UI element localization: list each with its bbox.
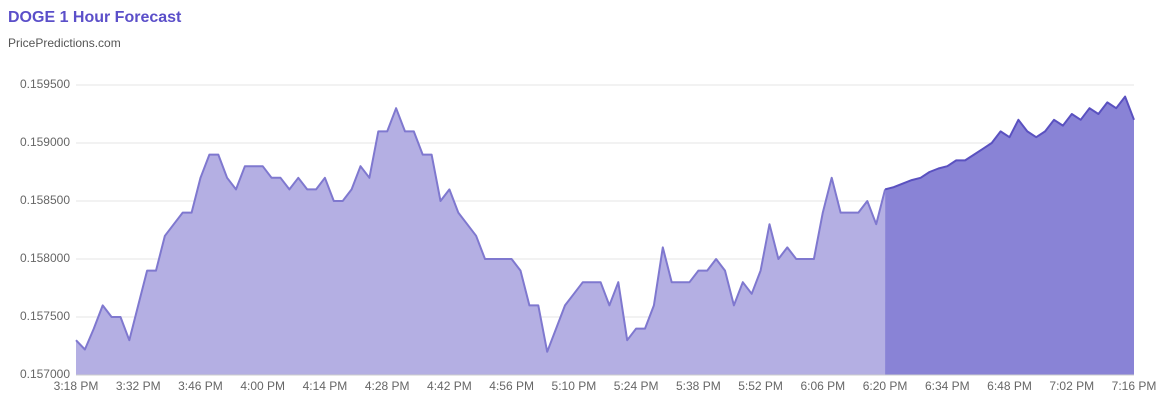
x-tick-label: 4:42 PM: [427, 379, 472, 393]
y-tick-label: 0.158500: [20, 193, 70, 207]
area-line: [75, 107, 887, 353]
x-tick-label: 3:32 PM: [116, 379, 161, 393]
x-tick-label: 4:00 PM: [240, 379, 285, 393]
x-tick-label: 3:18 PM: [54, 379, 99, 393]
x-tick-label: 6:48 PM: [987, 379, 1032, 393]
area-line: [884, 95, 1135, 191]
x-tick-label: 5:38 PM: [676, 379, 721, 393]
x-tick-label: 7:02 PM: [1049, 379, 1094, 393]
x-tick-label: 4:28 PM: [365, 379, 410, 393]
x-tick-label: 5:10 PM: [552, 379, 597, 393]
y-tick-label: 0.157000: [20, 367, 70, 381]
x-tick-label: 3:46 PM: [178, 379, 223, 393]
chart-subtitle: PricePredictions.com: [8, 36, 121, 50]
x-tick-label: 7:16 PM: [1112, 379, 1157, 393]
chart-title: DOGE 1 Hour Forecast: [8, 9, 182, 26]
x-tick-label: 4:56 PM: [489, 379, 534, 393]
x-tick-label: 5:52 PM: [738, 379, 783, 393]
y-tick-label: 0.157500: [20, 309, 70, 323]
y-tick-label: 0.158000: [20, 251, 70, 265]
y-tick-label: 0.159500: [20, 77, 70, 91]
x-tick-label: 6:34 PM: [925, 379, 970, 393]
area-fill: [885, 96, 1134, 375]
x-tick-label: 5:24 PM: [614, 379, 659, 393]
area-fill: [76, 108, 886, 375]
x-tick-label: 6:20 PM: [863, 379, 908, 393]
y-tick-label: 0.159000: [20, 135, 70, 149]
x-tick-label: 4:14 PM: [303, 379, 348, 393]
x-tick-label: 6:06 PM: [800, 379, 845, 393]
